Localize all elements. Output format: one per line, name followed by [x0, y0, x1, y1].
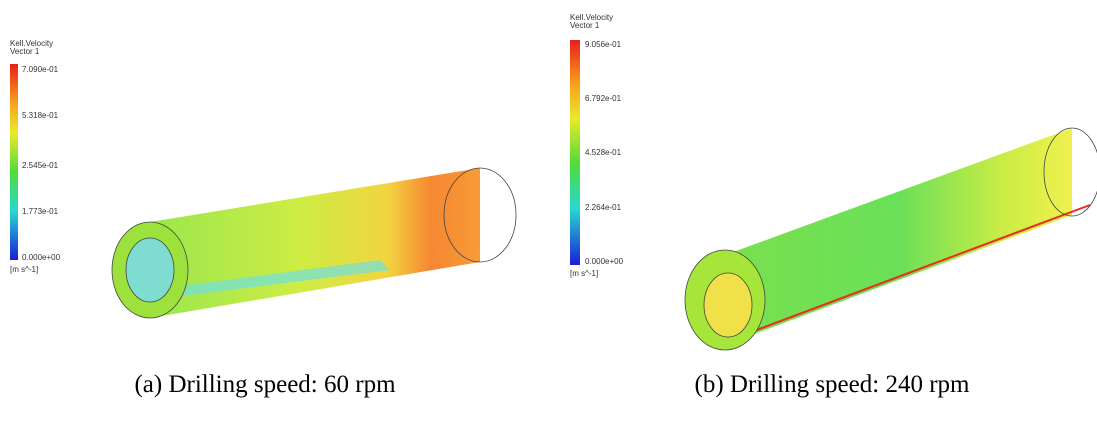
- colorbar-tick: 5.318e-01: [22, 111, 59, 120]
- legend-unit: [m s^-1]: [570, 269, 598, 278]
- colorbar: [10, 64, 18, 260]
- caption: (b) Drilling speed: 240 rpm: [695, 371, 971, 398]
- colorbar-tick: 0.000e+00: [585, 257, 624, 266]
- colorbar-tick: 6.792e-01: [585, 94, 622, 103]
- colorbar-tick: 0.000e+00: [22, 253, 61, 262]
- legend-subtitle: Vector 1: [10, 47, 40, 56]
- legend-unit: [m s^-1]: [10, 265, 38, 274]
- colorbar-tick: 2.264e-01: [585, 203, 622, 212]
- cylinder-body: [725, 128, 1072, 345]
- cylinder-end: [443, 167, 517, 263]
- inner-pipe: [703, 272, 753, 338]
- cylinder-end: [1043, 127, 1097, 217]
- inner-pipe: [125, 237, 175, 303]
- colorbar-tick: 1.773e-01: [22, 207, 59, 216]
- colorbar-tick: 4.528e-01: [585, 148, 622, 157]
- colorbar-tick: 2.545e-01: [22, 161, 59, 170]
- caption: (a) Drilling speed: 60 rpm: [134, 371, 396, 398]
- panel-a: Kell.Velocity Vector 1 7.090e-01 5.318e-…: [10, 39, 517, 398]
- flow-region: [150, 260, 390, 300]
- legend-title: Kell.Velocity: [10, 39, 53, 48]
- colorbar-tick: 7.090e-01: [22, 65, 59, 74]
- colorbar: [570, 40, 580, 265]
- panel-b: Kell.Velocity Vector 1 9.056e-01 6.792e-…: [570, 13, 1097, 398]
- cylinder-body: [150, 168, 480, 318]
- colorbar-tick: 9.056e-01: [585, 40, 622, 49]
- legend-title: Kell.Velocity: [570, 13, 613, 22]
- flow-edge: [729, 204, 1091, 341]
- legend-subtitle: Vector 1: [570, 21, 600, 30]
